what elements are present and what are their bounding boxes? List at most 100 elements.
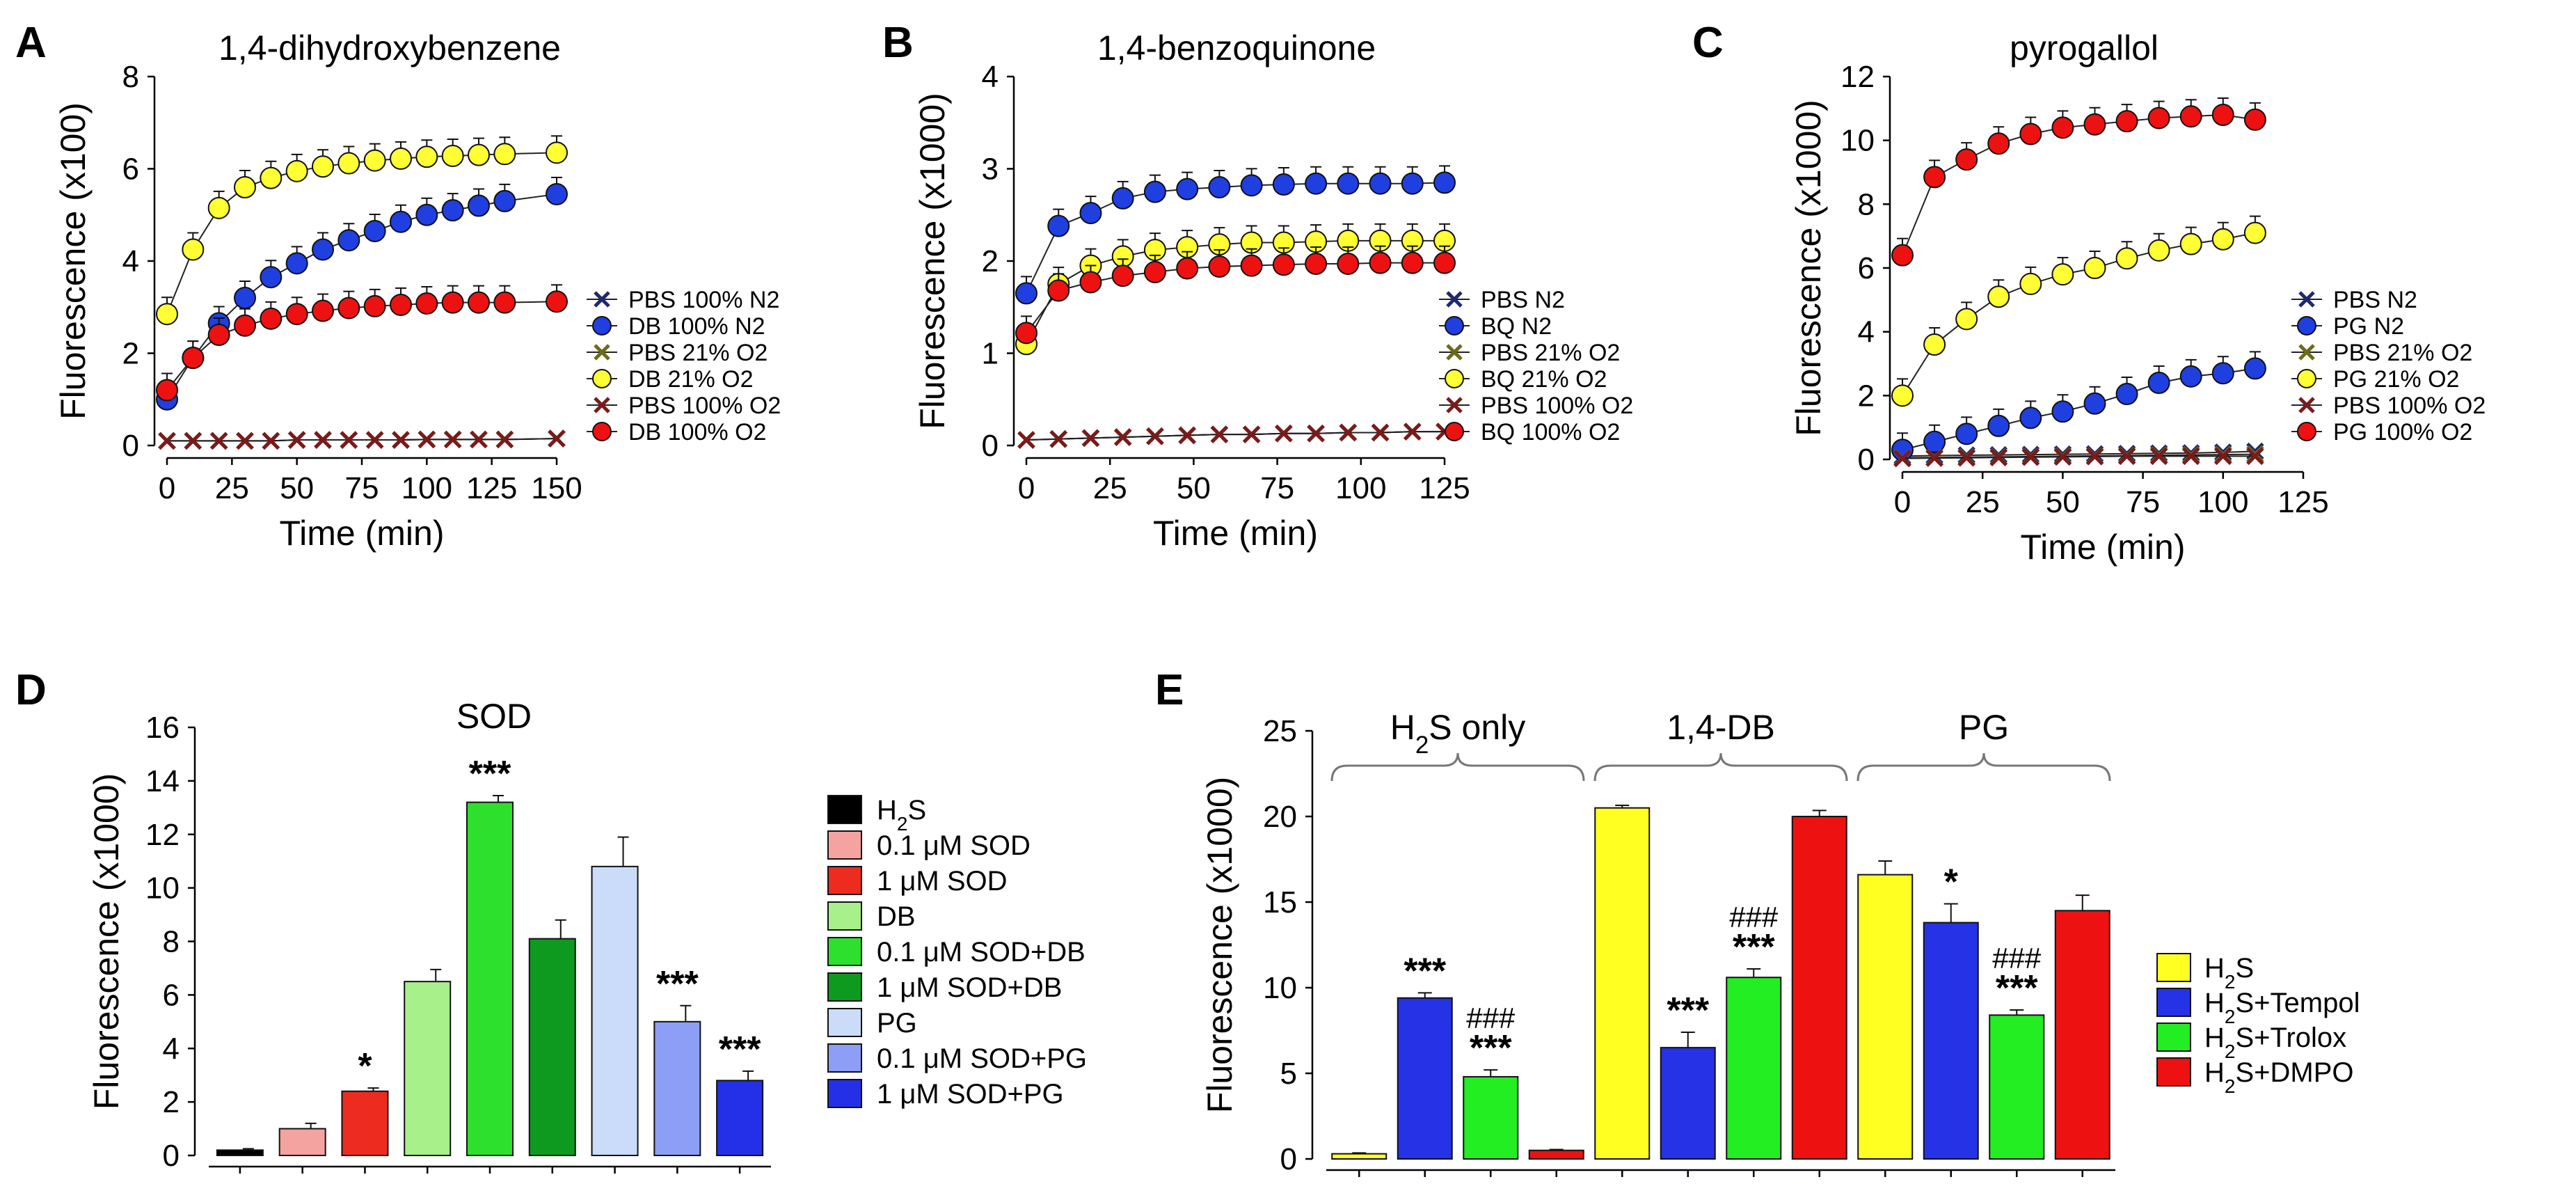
- p2-data-point: [2019, 406, 2042, 429]
- p2-data-point: [1955, 148, 1978, 171]
- p2-series-line: [1902, 455, 2255, 459]
- p0-data-point: [363, 219, 386, 242]
- p0-data-point: [493, 143, 516, 166]
- p1-data-point: [1047, 279, 1070, 302]
- p0-x-tick-label: 25: [215, 471, 249, 505]
- p0-data-point-x: [365, 431, 384, 449]
- p2-legend-marker: [2297, 316, 2316, 335]
- e-group-label: PG: [1959, 708, 2009, 747]
- p2-data-point: [2019, 272, 2042, 295]
- p0-data-point: [546, 141, 568, 164]
- p0-data-point-x: [443, 430, 462, 449]
- p2-x-tick-label: 100: [2197, 485, 2248, 519]
- panel-label-e: E: [1155, 666, 1184, 714]
- d-bar: [591, 865, 639, 1156]
- p0-data-point: [363, 149, 386, 172]
- p1-data-point-x: [1049, 429, 1067, 448]
- p1-x-tick-label: 0: [1018, 471, 1035, 505]
- p1-x-tick-label: 75: [1260, 471, 1294, 505]
- p0-y-axis-label: Fluorescence (x100): [54, 102, 93, 420]
- p1-y-tick-label: 4: [982, 60, 999, 94]
- p1-data-point-x: [1210, 425, 1229, 443]
- p0-data-point-x: [209, 432, 228, 450]
- p0-series-line: [167, 438, 557, 442]
- p1-data-point: [1369, 251, 1392, 274]
- p1-data-point-x: [1146, 427, 1164, 445]
- p1-data-point-x: [1339, 423, 1358, 442]
- e-bar: [1923, 922, 1979, 1160]
- p0-legend-label: DB 21% O2: [628, 366, 754, 393]
- p1-y-tick-label: 1: [982, 337, 999, 371]
- d-legend-label: 0.1 μM SOD: [877, 830, 1031, 861]
- d-y-tick-label: 10: [145, 871, 180, 906]
- p0-data-point: [312, 299, 334, 322]
- p0-data-point: [234, 314, 256, 337]
- p2-data-point-x: [2181, 447, 2200, 466]
- p0-data-point: [156, 303, 178, 326]
- p2-legend-label: PG 21% O2: [2333, 366, 2459, 393]
- e-bar: [1397, 997, 1453, 1160]
- d-legend-swatch: [827, 830, 862, 860]
- d-legend-swatch: [827, 795, 862, 824]
- p1-legend-marker: [1446, 397, 1463, 413]
- p2-x-tick-label: 75: [2126, 485, 2160, 519]
- p2-data-point: [2243, 357, 2266, 380]
- p0-data-point: [182, 238, 205, 261]
- p0-data-point-x: [287, 431, 306, 449]
- p1-data-point: [1240, 174, 1263, 197]
- p1-data-point-x: [1178, 426, 1196, 445]
- p1-legend-marker: [1446, 291, 1463, 308]
- p1-data-point: [1111, 265, 1134, 287]
- p2-data-point: [1891, 244, 1914, 267]
- p1-data-point: [1176, 177, 1199, 200]
- p0-legend-marker: [592, 369, 612, 388]
- p2-data-point: [2147, 372, 2170, 394]
- d-y-tick-label: 0: [163, 1139, 180, 1173]
- p2-y-axis-label: Fluorescence (x1000): [1789, 100, 1828, 436]
- p0-data-point: [260, 307, 283, 330]
- p1-data-point: [1272, 173, 1295, 196]
- p2-data-point: [1987, 132, 2010, 155]
- p2-data-point: [1891, 384, 1914, 407]
- p1-data-point: [1143, 180, 1166, 203]
- e-legend-swatch: [2156, 1023, 2191, 1052]
- p2-data-point-x: [1893, 449, 1911, 468]
- p0-legend-marker: [594, 291, 610, 308]
- d-legend-swatch: [827, 866, 862, 895]
- p2-data-point: [2115, 247, 2138, 270]
- p2-x-tick-label: 125: [2277, 485, 2328, 519]
- p0-data-point: [285, 159, 308, 182]
- p1-data-point: [1401, 172, 1424, 195]
- p1-data-point: [1401, 251, 1424, 274]
- d-legend-swatch: [827, 1079, 862, 1108]
- d-legend-label: H2S: [877, 795, 926, 835]
- p0-data-point: [546, 290, 568, 313]
- p2-x-axis-label: Time (min): [2020, 528, 2185, 567]
- p2-data-point-x: [1957, 448, 1975, 467]
- d-legend-label: 0.1 μM SOD+PG: [877, 1043, 1087, 1074]
- e-y-tick-label: 25: [1263, 714, 1297, 748]
- d-y-tick-label: 6: [163, 978, 180, 1012]
- p1-y-tick-label: 0: [982, 429, 999, 463]
- p2-data-point: [2243, 108, 2266, 131]
- d-legend-label: 1 μM SOD+DB: [877, 972, 1062, 1003]
- p1-y-tick-label: 3: [982, 152, 999, 187]
- p0-data-point: [390, 293, 412, 316]
- p0-legend-marker: [592, 422, 612, 441]
- p0-data-point-x: [236, 432, 254, 450]
- p0-data-point: [363, 294, 386, 317]
- p2-y-tick-label: 10: [1840, 124, 1875, 158]
- p0-data-point-x: [495, 430, 514, 449]
- p1-data-point-x: [1404, 423, 1422, 441]
- p2-data-point: [2211, 228, 2234, 251]
- d-significance-label: ***: [656, 964, 699, 1004]
- d-legend-swatch: [827, 972, 862, 1002]
- p0-data-point: [156, 379, 178, 402]
- e-group-label: 1,4-DB: [1667, 708, 1775, 747]
- d-legend-swatch: [827, 937, 862, 966]
- p0-data-point-x: [470, 430, 488, 449]
- p1-data-point-x: [1307, 425, 1325, 443]
- d-legend-label: 1 μM SOD+PG: [877, 1079, 1064, 1110]
- p2-data-point: [2051, 116, 2074, 139]
